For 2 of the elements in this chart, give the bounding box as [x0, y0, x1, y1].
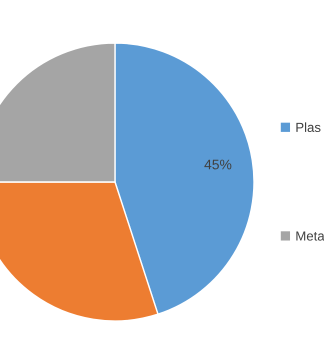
data-label: 45%	[204, 160, 232, 170]
legend-label: Plas	[296, 122, 320, 132]
